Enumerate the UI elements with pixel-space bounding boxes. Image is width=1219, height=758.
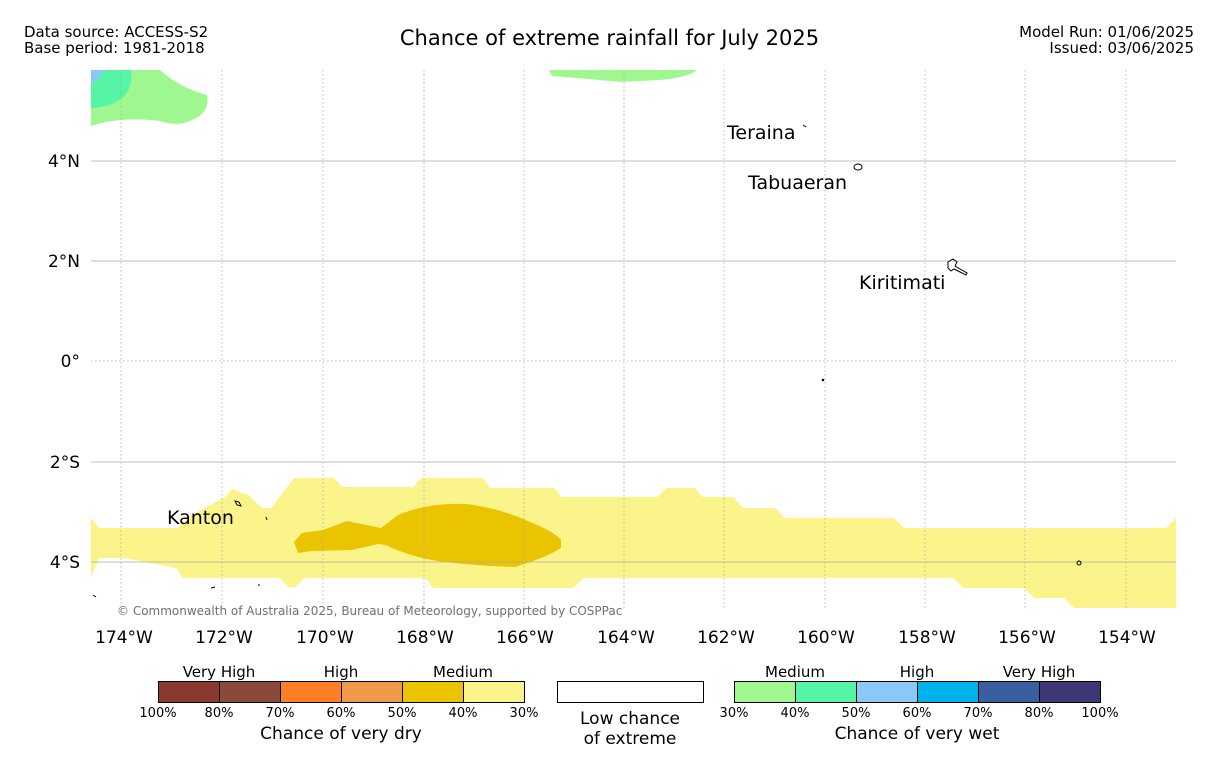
tabuaeran-island xyxy=(853,163,863,171)
copyright-text: © Commonwealth of Australia 2025, Bureau… xyxy=(117,604,622,618)
enderbury-island xyxy=(265,516,268,521)
legend-dry-tick: 100% xyxy=(139,706,177,721)
lon-tick: 172°W xyxy=(195,628,253,648)
birnie-island xyxy=(210,586,216,589)
lon-tick: 168°W xyxy=(396,628,454,648)
legend-wet-tick: 50% xyxy=(841,706,871,721)
legend-swatch xyxy=(735,682,796,702)
legend-wet-heading: Very High xyxy=(1002,663,1076,681)
issued-text: Issued: 03/06/2025 xyxy=(1049,39,1194,57)
legend-swatch xyxy=(281,682,342,702)
map-title: Chance of extreme rainfall for July 2025 xyxy=(399,26,820,50)
legend-dry-tick: 40% xyxy=(448,706,478,721)
header-left: Data source: ACCESS-S2 Base period: 1981… xyxy=(24,24,208,56)
header-right: Model Run: 01/06/2025 Issued: 03/06/2025 xyxy=(1019,24,1194,56)
legend-swatch xyxy=(220,682,281,702)
place-label-kanton: Kanton xyxy=(167,507,234,529)
place-label-tabuaeran: Tabuaeran xyxy=(747,172,847,194)
legend-wet-heading: High xyxy=(899,663,935,681)
map-area xyxy=(91,70,1176,608)
legend-low-chance-label: Low chance of extreme xyxy=(580,709,680,749)
legend-dry-tick: 70% xyxy=(265,706,295,721)
lat-tick: 2°N xyxy=(48,252,80,272)
legend-wet-tick: 70% xyxy=(963,706,993,721)
lon-tick: 160°W xyxy=(797,628,855,648)
malden-island xyxy=(1076,560,1082,566)
legend-wet-tick: 30% xyxy=(719,706,749,721)
legend-wet-tick: 80% xyxy=(1024,706,1054,721)
wet-medium-region-top xyxy=(549,70,697,82)
legend-dry-tick: 60% xyxy=(326,706,356,721)
legend-dry-colorbar xyxy=(158,681,525,703)
legend-dry-title: Chance of very dry xyxy=(260,724,422,744)
lat-tick: 4°N xyxy=(48,152,80,172)
legend-wet-tick: 100% xyxy=(1081,706,1119,721)
legend-low-chance-box xyxy=(557,681,704,703)
lon-tick: 164°W xyxy=(597,628,655,648)
lon-tick: 158°W xyxy=(898,628,956,648)
legend-wet-heading: Medium xyxy=(765,663,825,681)
island-west xyxy=(92,594,97,598)
wet-high-plus-region xyxy=(91,70,104,84)
lat-tick: 0° xyxy=(61,352,80,372)
legend-swatch xyxy=(1040,682,1100,702)
legend-low-line2: of extreme xyxy=(583,729,677,749)
base-period-text: Base period: 1981-2018 xyxy=(24,39,205,57)
legend-swatch xyxy=(796,682,857,702)
legend-wet-tick: 60% xyxy=(902,706,932,721)
data-source-text: Data source: ACCESS-S2 xyxy=(24,23,209,41)
legend-wet-tick: 40% xyxy=(780,706,810,721)
legend-swatch xyxy=(979,682,1040,702)
lon-tick: 156°W xyxy=(998,628,1056,648)
place-label-kiritimati: Kiritimati xyxy=(859,272,945,294)
lat-tick: 2°S xyxy=(50,453,80,473)
model-run-text: Model Run: 01/06/2025 xyxy=(1019,23,1194,41)
islands xyxy=(92,124,1082,598)
lon-tick: 166°W xyxy=(496,628,554,648)
dry-medium-region xyxy=(91,478,1176,608)
kiritimati-island xyxy=(947,258,968,276)
legend-dry-tick: 30% xyxy=(509,706,539,721)
legend-wet-title: Chance of very wet xyxy=(834,724,1000,744)
legend-swatch xyxy=(342,682,403,702)
place-label-teraina: Teraina xyxy=(726,122,796,144)
legend-swatch xyxy=(857,682,918,702)
legend-dry-heading: Medium xyxy=(433,663,493,681)
legend-dry-tick: 80% xyxy=(204,706,234,721)
lon-tick: 174°W xyxy=(95,628,153,648)
lon-tick: 154°W xyxy=(1098,628,1156,648)
legend-wet-colorbar xyxy=(734,681,1101,703)
legend-swatch xyxy=(918,682,979,702)
legend-low-line1: Low chance xyxy=(580,709,680,729)
legend-dry-heading: High xyxy=(323,663,359,681)
lon-tick: 170°W xyxy=(296,628,354,648)
dry-medium-high-region xyxy=(294,503,561,567)
graticule xyxy=(91,70,1176,608)
legend-swatch xyxy=(159,682,220,702)
lat-tick: 4°S xyxy=(50,553,80,573)
legend-swatch xyxy=(464,682,524,702)
jarvis-island xyxy=(821,378,825,382)
kanton-island xyxy=(234,500,242,507)
legend-swatch xyxy=(403,682,464,702)
legend-dry-tick: 50% xyxy=(387,706,417,721)
lon-tick: 162°W xyxy=(697,628,755,648)
legend-dry-heading: Very High xyxy=(182,663,256,681)
teraina-island xyxy=(802,124,807,128)
